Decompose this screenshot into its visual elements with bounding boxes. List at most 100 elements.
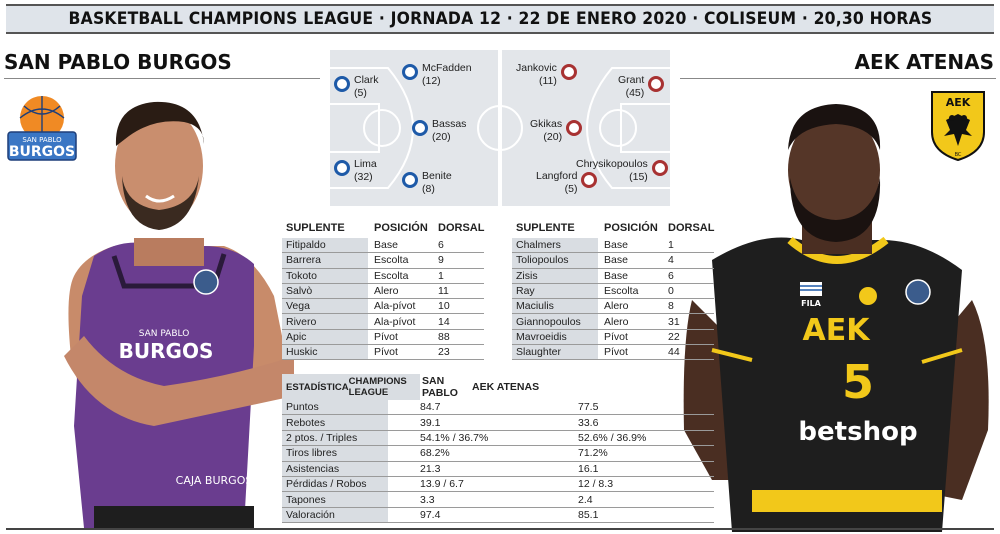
away-starter-number: (11)	[538, 75, 557, 87]
bench-player-name: Ray	[512, 283, 598, 299]
bench-player-number: 4	[668, 254, 674, 267]
stat-away-value: 71.2%	[578, 447, 608, 460]
away-bench-row: Maciulis Alero 8	[512, 299, 714, 315]
home-starter-marker	[334, 76, 350, 92]
home-bench-row: Fitipaldo Base 6	[282, 238, 484, 254]
bench-player-name: Fitipaldo	[282, 238, 368, 253]
away-starter-marker	[651, 160, 668, 176]
stats-header-away: AEK ATENAS	[472, 381, 540, 393]
stat-home-value: 97.4	[420, 508, 441, 521]
home-starter-marker	[334, 160, 350, 176]
away-bench-table: SUPLENTE POSICIÓN DORSAL Chalmers Base 1 T…	[512, 218, 714, 361]
away-starter-1: Jankovic (11)	[516, 62, 577, 88]
home-bench-header: SUPLENTE POSICIÓN DORSAL	[282, 218, 484, 238]
bench-player-position: Escolta	[374, 269, 409, 282]
bench-player-number: 1	[438, 269, 444, 282]
away-court: Jankovic (11) Grant (45) Gkikas (20) Chrysi…	[500, 48, 672, 208]
stat-home-value: 68.2%	[420, 447, 450, 460]
bench-player-position: Pívot	[604, 346, 628, 359]
page-title: BASKETBALL CHAMPIONS LEAGUE · JORNADA 12…	[68, 9, 932, 29]
bench-player-name: Giannopoulos	[512, 314, 598, 329]
away-starter-name: Grant	[618, 74, 645, 86]
stat-label: Puntos	[282, 400, 388, 415]
away-bench-row: Chalmers Base 1	[512, 238, 714, 254]
bench-player-position: Base	[604, 254, 628, 267]
bench-player-position: Ala-pívot	[374, 315, 416, 328]
bench-header-number: DORSAL	[438, 222, 485, 234]
bench-player-number: 88	[438, 330, 450, 343]
bench-player-position: Pívot	[604, 330, 628, 343]
away-bench-row: Slaughter Pívot 44	[512, 345, 714, 361]
bench-player-name: Slaughter	[512, 345, 598, 360]
stat-label: 2 ptos. / Triples	[282, 430, 388, 446]
home-team-name: SAN PABLO BURGOS	[4, 50, 232, 74]
stats-row: Pérdidas / Robos 13.9 / 6.7 12 / 8.3	[282, 476, 714, 493]
stat-home-value: 21.3	[420, 462, 441, 475]
home-starter-number: (5)	[354, 87, 367, 99]
home-starter-marker	[402, 64, 418, 80]
bench-player-name: Barrera	[282, 253, 368, 268]
bench-player-number: 44	[668, 346, 680, 359]
away-starter-marker	[648, 76, 665, 92]
away-bench-header: SUPLENTE POSICIÓN DORSAL	[512, 218, 714, 238]
away-logo-main-text: ΑΕΚ	[946, 96, 971, 109]
away-bench-row: Zisis Base 6	[512, 268, 714, 284]
bench-player-position: Base	[604, 239, 628, 252]
away-starter-number: (45)	[625, 87, 645, 99]
away-jersey-brand-text: FILA	[801, 299, 822, 308]
home-starter-number: (8)	[422, 183, 435, 195]
bench-player-name: Vega	[282, 299, 368, 314]
stats-table: ESTADÍSTICA CHAMPIONS LEAGUE SAN PABLO AE…	[282, 374, 714, 524]
bench-player-number: 6	[668, 269, 674, 282]
home-logo-main-text: BURGOS	[9, 144, 75, 160]
stat-away-value: 77.5	[578, 401, 599, 414]
home-bench-row: Rivero Ala-pívot 14	[282, 314, 484, 330]
bench-player-name: Apic	[282, 329, 368, 345]
bench-player-name: Salvò	[282, 283, 368, 299]
home-starter-number: (20)	[432, 131, 451, 143]
home-court: Clark (5) McFadden (12) Bassas (20) Lima (32…	[328, 48, 500, 208]
away-jersey-main-text: ΑΕΚ	[803, 313, 872, 348]
home-bench-row: Vega Ala-pívot 10	[282, 299, 484, 315]
stat-away-value: 2.4	[578, 493, 593, 506]
bench-header-position: POSICIÓN	[374, 222, 428, 234]
away-starter-marker	[566, 120, 583, 136]
stats-row: Tapones 3.3 2.4	[282, 492, 714, 508]
bench-player-number: 23	[438, 346, 450, 359]
home-starter-name: Clark	[354, 74, 379, 86]
away-bench-row: Giannopoulos Alero 31	[512, 314, 714, 330]
home-starter-marker	[412, 120, 428, 136]
away-starter-marker	[581, 172, 598, 188]
bench-player-number: 1	[668, 239, 674, 252]
away-starter-4: Chrysikopoulos (15)	[576, 158, 668, 184]
home-bench-row: Barrera Escolta 9	[282, 253, 484, 269]
home-starter-3: Bassas (20)	[412, 118, 466, 144]
stat-home-value: 84.7	[420, 401, 441, 414]
home-starter-marker	[402, 172, 418, 188]
away-starter-name: Chrysikopoulos	[576, 158, 648, 170]
footer-divider	[6, 528, 994, 530]
bench-player-position: Alero	[604, 300, 629, 313]
away-starter-number: (5)	[564, 183, 578, 195]
bench-player-number: 8	[668, 300, 674, 313]
away-starter-name: Gkikas	[530, 118, 563, 130]
stat-away-value: 12 / 8.3	[578, 478, 614, 491]
stat-home-value: 54.1% / 36.7%	[420, 431, 489, 444]
stat-home-value: 3.3	[420, 493, 435, 506]
home-starter-name: Lima	[354, 158, 377, 170]
stats-row: Asistencias 21.3 16.1	[282, 461, 714, 477]
stat-home-value: 39.1	[420, 416, 441, 429]
stat-label: Tiros libres	[282, 446, 388, 461]
away-starter-number: (15)	[629, 171, 648, 183]
away-bench-row: Mavroeidis Pívot 22	[512, 329, 714, 346]
bench-player-number: 10	[438, 300, 450, 313]
bench-header-name: SUPLENTE	[286, 222, 345, 234]
away-jersey-sponsor-text: betshop	[798, 417, 917, 447]
stat-away-value: 33.6	[578, 416, 599, 429]
stat-label: Valoración	[282, 507, 388, 523]
bench-player-position: Pívot	[374, 330, 398, 343]
bench-player-name: Chalmers	[512, 238, 598, 253]
away-starter-marker	[560, 64, 577, 80]
bench-player-number: 31	[668, 315, 680, 328]
home-jersey-sponsor-text: CAJA BURGOS	[176, 474, 253, 487]
